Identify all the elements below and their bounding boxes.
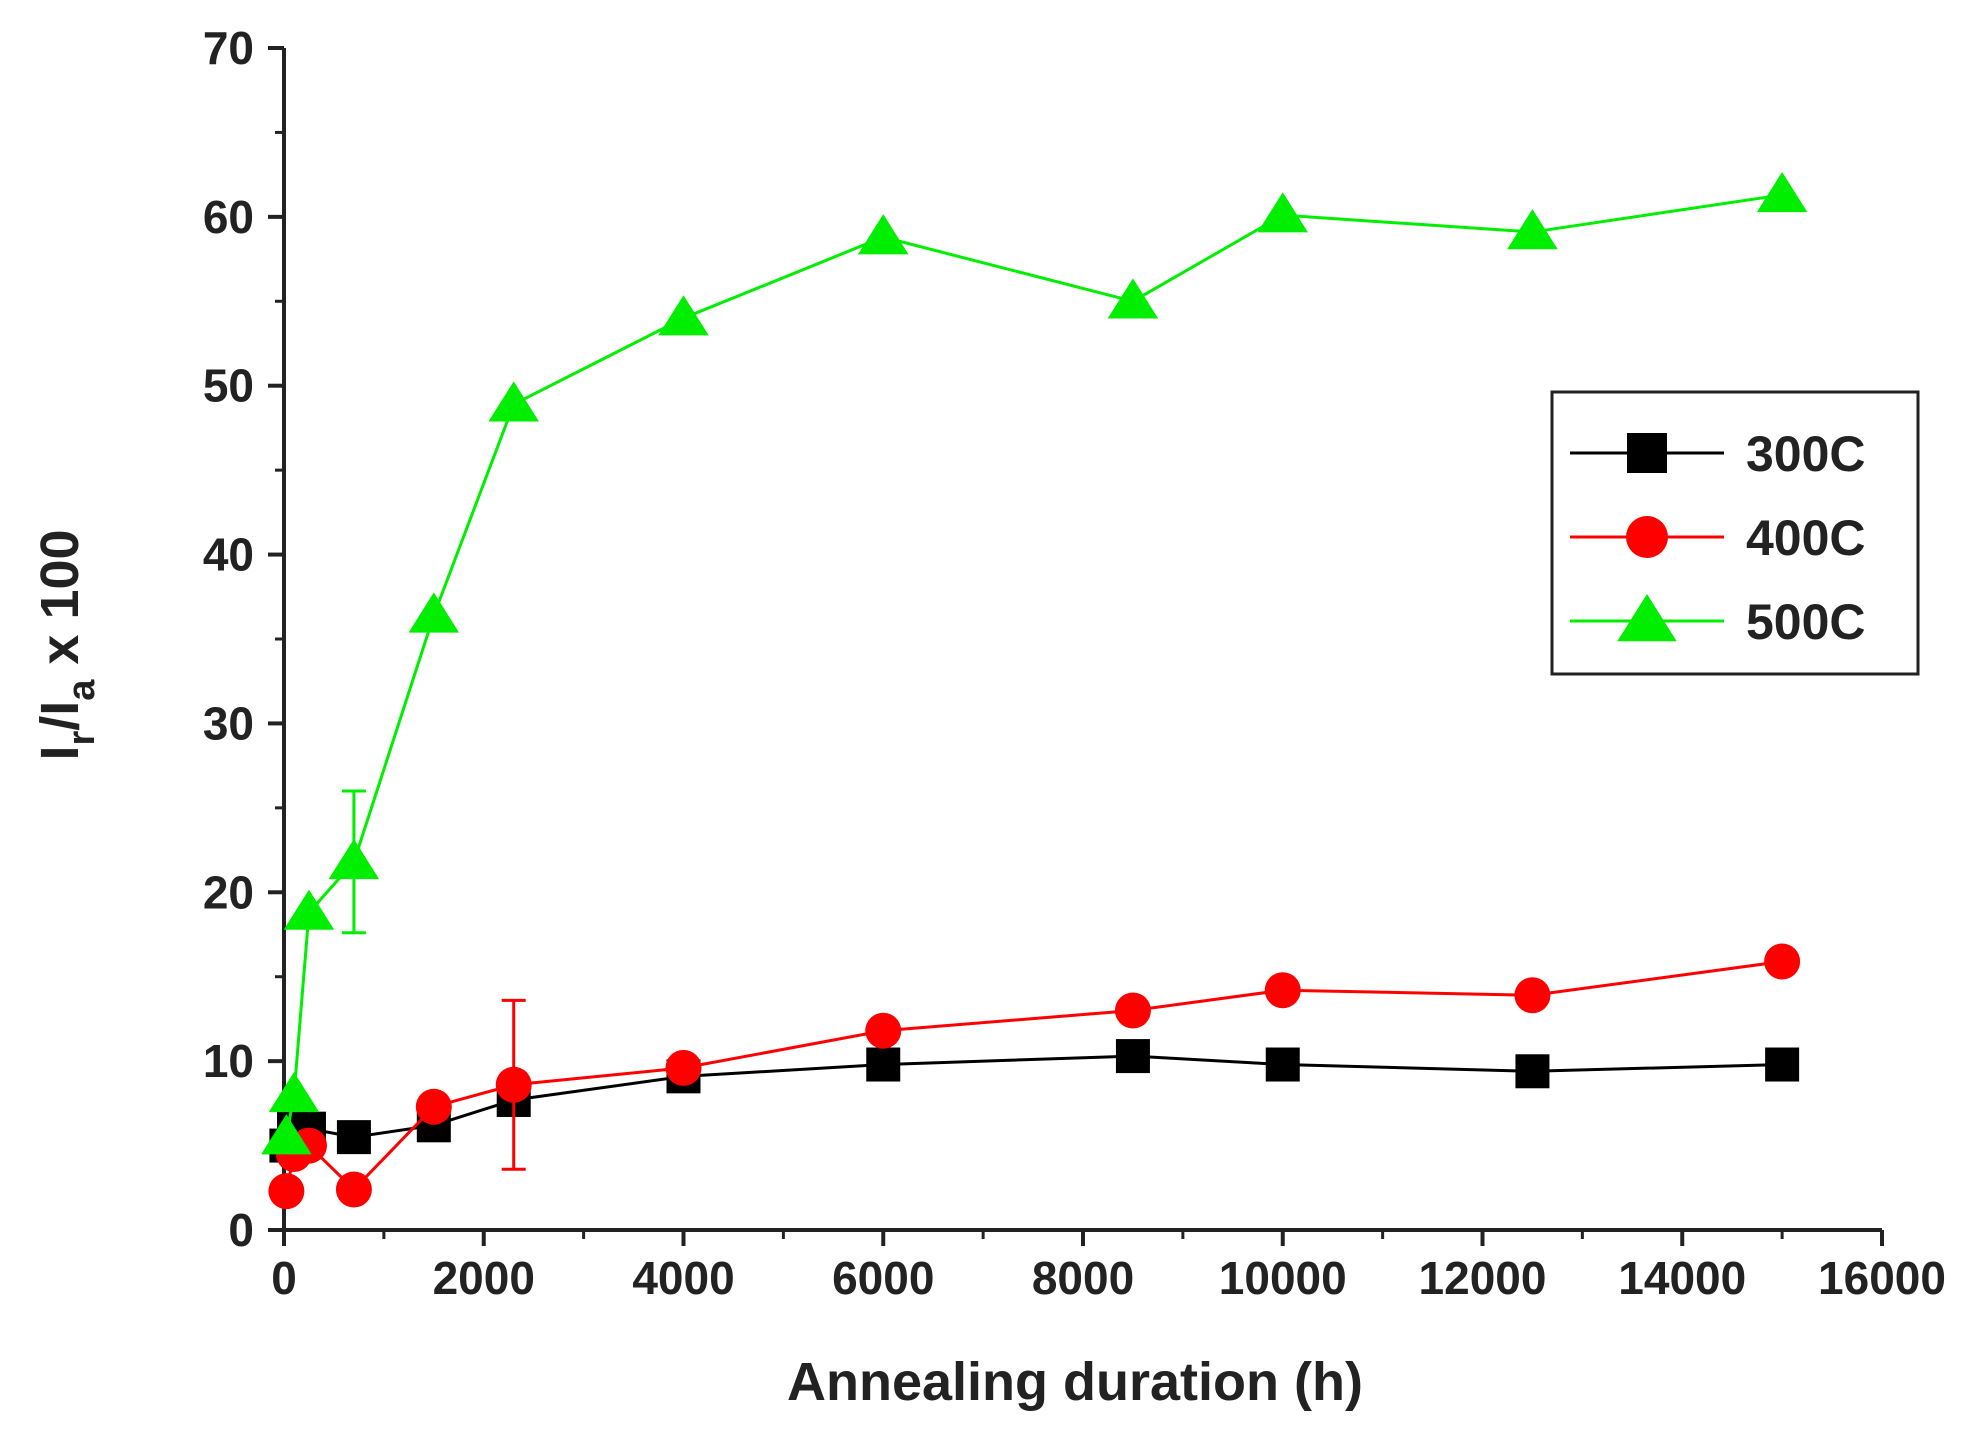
legend-label: 500C bbox=[1746, 594, 1866, 650]
data-point bbox=[328, 838, 380, 880]
y-tick-label: 30 bbox=[203, 697, 254, 749]
x-tick-label: 12000 bbox=[1419, 1252, 1547, 1304]
data-point bbox=[1114, 992, 1151, 1029]
x-tick-label: 8000 bbox=[1032, 1252, 1134, 1304]
legend-marker bbox=[1627, 433, 1667, 473]
data-point bbox=[1756, 171, 1808, 213]
y-tick-label: 0 bbox=[228, 1204, 254, 1256]
data-marks bbox=[261, 171, 1808, 1210]
x-tick-label: 0 bbox=[271, 1252, 297, 1304]
axes: 0 10 20 30 40 50 60 70 0 2000 4000 6000 8000 10000 120… bbox=[203, 22, 1946, 1304]
data-point bbox=[495, 1066, 532, 1103]
series-line bbox=[284, 193, 1783, 1138]
x-tick-label: 6000 bbox=[832, 1252, 934, 1304]
x-tick-label: 10000 bbox=[1219, 1252, 1347, 1304]
y-tick-label: 70 bbox=[203, 22, 254, 74]
y-tick-label: 10 bbox=[203, 1035, 254, 1087]
data-point bbox=[283, 889, 335, 930]
data-point bbox=[335, 1171, 372, 1208]
y-tick-label: 40 bbox=[203, 529, 254, 581]
data-point bbox=[1765, 1047, 1800, 1082]
data-point bbox=[1507, 209, 1558, 250]
y-tick-label: 50 bbox=[203, 360, 254, 412]
x-tick-label: 14000 bbox=[1618, 1252, 1746, 1304]
data-point bbox=[858, 214, 909, 255]
y-axis-title: Ir/Ia x 100 bbox=[30, 529, 103, 760]
legend: 300C 400C 500C bbox=[1550, 390, 1920, 676]
data-point bbox=[1257, 192, 1308, 233]
data-point bbox=[268, 1173, 305, 1210]
legend-box bbox=[1550, 390, 1920, 676]
data-point bbox=[1264, 972, 1301, 1009]
data-point bbox=[268, 1071, 320, 1113]
x-tick-label: 2000 bbox=[433, 1252, 535, 1304]
y-tick-label: 20 bbox=[203, 866, 254, 918]
data-point bbox=[658, 295, 709, 336]
legend-label: 400C bbox=[1746, 510, 1866, 566]
series-300C bbox=[269, 1039, 1800, 1163]
data-point bbox=[1115, 1039, 1150, 1074]
data-point bbox=[866, 1047, 901, 1082]
data-point bbox=[261, 1114, 312, 1155]
legend-label: 300C bbox=[1746, 426, 1866, 482]
y-tick-label: 60 bbox=[203, 191, 254, 243]
data-point bbox=[1764, 943, 1801, 980]
data-point bbox=[665, 1049, 702, 1086]
data-point bbox=[488, 381, 539, 422]
data-point bbox=[865, 1012, 902, 1049]
data-point bbox=[1265, 1047, 1300, 1082]
series-500C bbox=[261, 171, 1808, 1155]
legend-marker bbox=[1626, 516, 1668, 558]
data-point bbox=[408, 592, 460, 633]
data-point bbox=[1514, 977, 1551, 1014]
data-point bbox=[1107, 278, 1159, 319]
x-tick-label: 4000 bbox=[632, 1252, 734, 1304]
data-point bbox=[336, 1120, 371, 1155]
legend-marker bbox=[1617, 594, 1677, 642]
series-400C bbox=[268, 943, 1801, 1210]
data-point bbox=[1515, 1054, 1550, 1089]
data-point bbox=[415, 1088, 452, 1125]
x-axis-title: Annealing duration (h) bbox=[787, 1352, 1363, 1412]
x-tick-label: 16000 bbox=[1818, 1252, 1946, 1304]
